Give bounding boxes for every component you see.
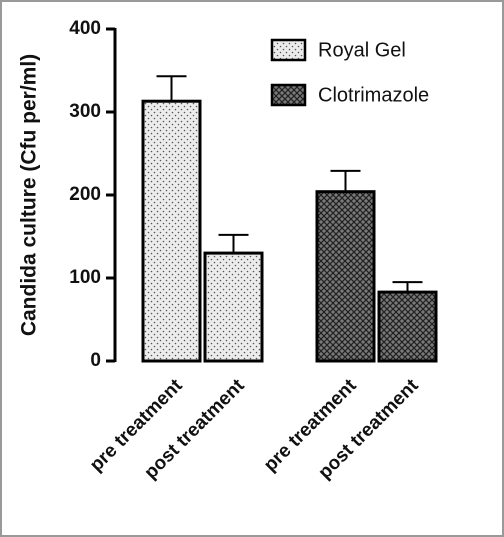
y-tick-label: 100	[69, 267, 101, 288]
bar	[377, 290, 438, 363]
bar	[315, 190, 376, 363]
legend-label: Royal Gel	[318, 39, 406, 61]
legend-swatch	[270, 83, 307, 107]
legend-label: Clotrimazole	[318, 84, 429, 106]
y-axis-title: Candida culture (Cfu per/ml)	[18, 54, 41, 336]
bar	[141, 99, 202, 363]
legend-swatch	[270, 38, 307, 62]
y-tick-label: 300	[69, 101, 101, 122]
bar	[203, 251, 264, 363]
y-tick-label: 0	[90, 350, 101, 371]
y-tick-label: 400	[69, 18, 101, 39]
y-tick-label: 200	[69, 184, 101, 205]
